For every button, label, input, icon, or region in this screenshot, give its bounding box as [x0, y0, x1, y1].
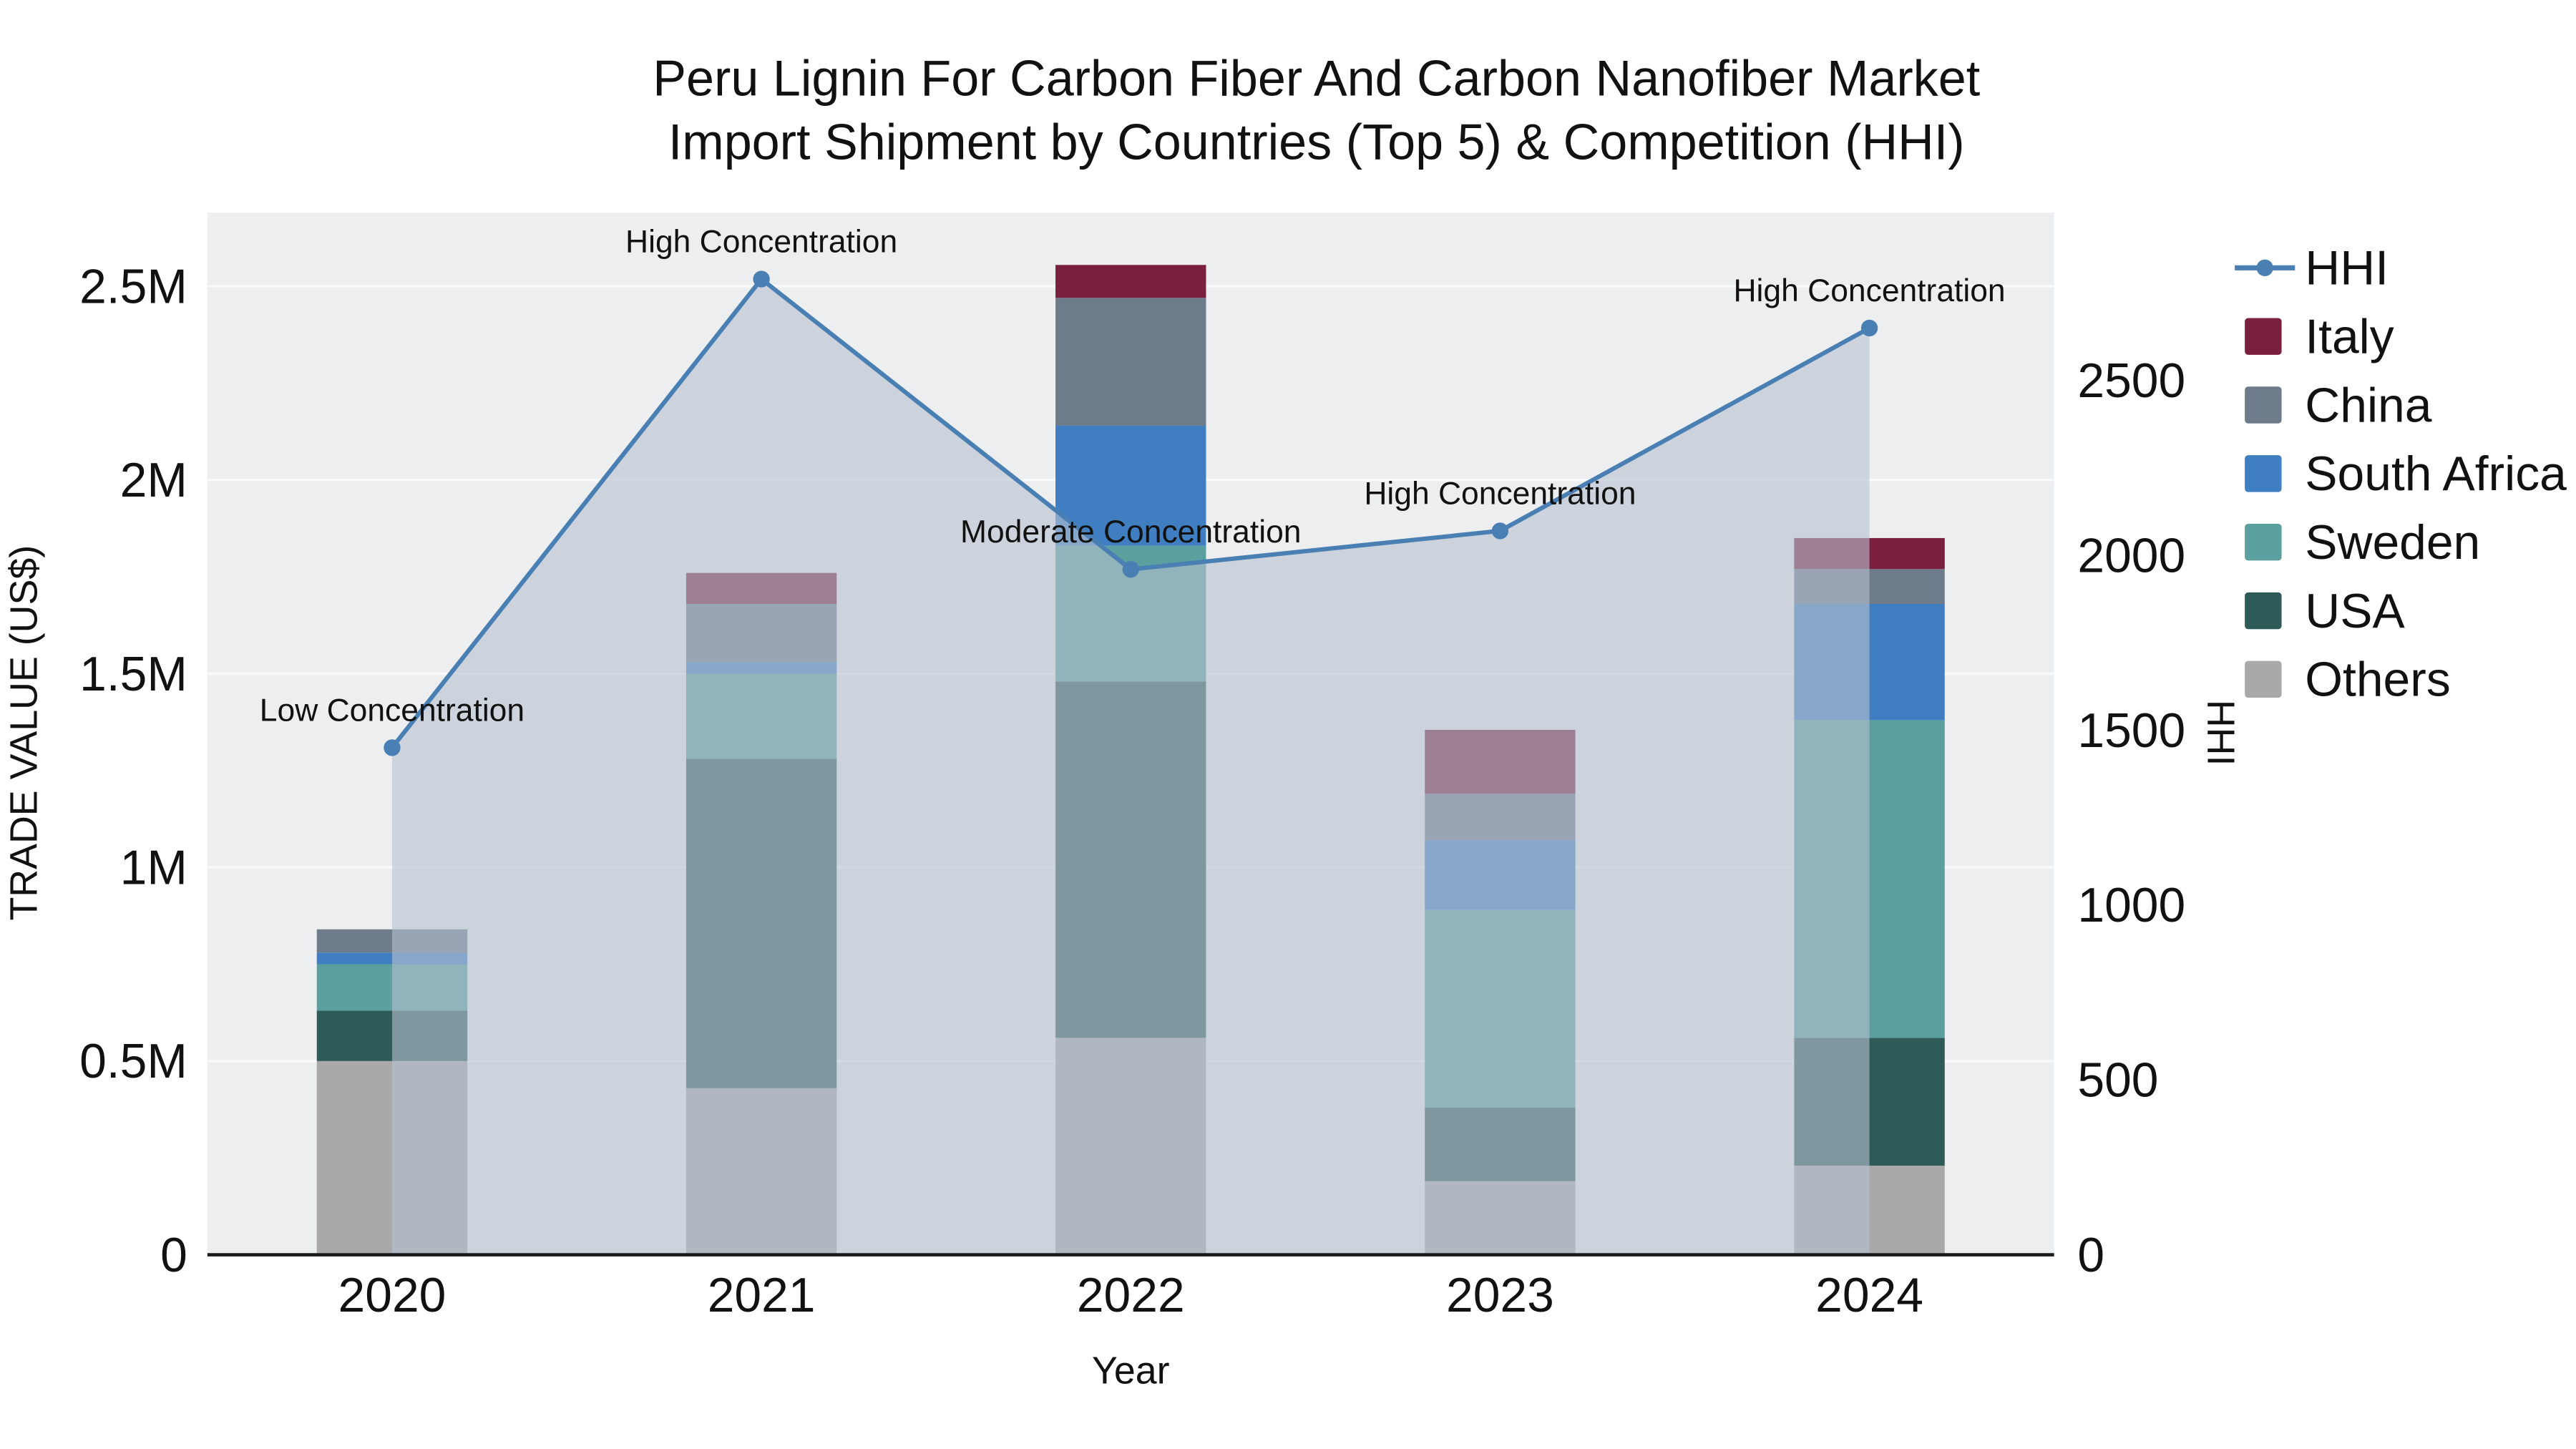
x-axis-title: Year — [1092, 1350, 1170, 1392]
bar-segment-italy-2022[interactable] — [1055, 265, 1206, 298]
y-left-tick-label: 0.5M — [79, 1035, 187, 1088]
legend-item-label: Others — [2305, 653, 2450, 707]
y-right-tick-label: 1500 — [2077, 704, 2185, 758]
legend-swatch-icon — [2245, 318, 2282, 355]
y-left-tick-label: 2M — [120, 454, 187, 507]
annotation-2024: High Concentration — [1733, 273, 2005, 308]
x-tick-label-2022: 2022 — [1077, 1269, 1185, 1322]
chart-title-line1: Peru Lignin For Carbon Fiber And Carbon … — [653, 51, 1980, 107]
y-left-tick-label: 1M — [120, 841, 187, 895]
hhi-marker-2022[interactable] — [1122, 560, 1139, 578]
legend-item-others[interactable]: Others — [2245, 653, 2451, 707]
legend-item-label: Sweden — [2305, 516, 2480, 570]
annotation-2023: High Concentration — [1364, 477, 1636, 512]
hhi-marker-2020[interactable] — [384, 739, 401, 756]
y-left-tick-label: 2.5M — [79, 260, 187, 313]
legend-item-label: USA — [2305, 585, 2405, 638]
legend-item-italy[interactable]: Italy — [2245, 311, 2394, 364]
legend-item-label: China — [2305, 379, 2431, 432]
x-tick-label-2021: 2021 — [708, 1269, 816, 1322]
legend: HHI Italy China South Africa Sweden USA Others — [2235, 242, 2567, 707]
hhi-marker-2021[interactable] — [753, 270, 770, 288]
y-right-tick-label: 2000 — [2077, 529, 2185, 582]
legend-item-hhi[interactable]: HHI — [2235, 242, 2389, 296]
x-tick-label-2020: 2020 — [338, 1269, 447, 1322]
legend-swatch-icon — [2245, 455, 2282, 492]
legend-item-south-africa[interactable]: South Africa — [2245, 447, 2567, 501]
hhi-marker-2023[interactable] — [1491, 522, 1509, 540]
hhi-marker-2024[interactable] — [1860, 319, 1878, 337]
bar-segment-south-africa-2022[interactable] — [1055, 425, 1206, 546]
legend-item-label: South Africa — [2305, 447, 2567, 501]
y-right-tick-label: 2500 — [2077, 354, 2185, 408]
hhi-area-fill — [391, 279, 1870, 1255]
y-right-tick-label: 0 — [2077, 1229, 2104, 1282]
annotation-2020: Low Concentration — [260, 693, 525, 728]
legend-item-label: Italy — [2305, 311, 2394, 364]
legend-item-sweden[interactable]: Sweden — [2245, 516, 2480, 570]
annotation-2021: High Concentration — [625, 225, 897, 260]
bar-segment-china-2022[interactable] — [1055, 298, 1206, 426]
legend-swatch-icon — [2245, 523, 2282, 561]
legend-item-china[interactable]: China — [2245, 379, 2432, 432]
y-left-tick-label: 1.5M — [79, 648, 187, 701]
y-right-tick-label: 1000 — [2077, 879, 2185, 932]
legend-swatch-icon — [2245, 386, 2282, 424]
legend-item-usa[interactable]: USA — [2245, 585, 2405, 638]
legend-swatch-icon — [2245, 660, 2282, 698]
y-left-tick-label: 0 — [160, 1229, 187, 1282]
chart-title-line2: Import Shipment by Countries (Top 5) & C… — [668, 114, 1965, 170]
y-axis-title-right: HHI — [2200, 700, 2243, 766]
legend-swatch-icon — [2245, 592, 2282, 630]
x-tick-label-2023: 2023 — [1446, 1269, 1554, 1322]
annotation-2022: Moderate Concentration — [960, 514, 1301, 550]
legend-item-label: HHI — [2305, 242, 2389, 296]
y-axis-title-left: TRADE VALUE (US$) — [2, 545, 45, 921]
legend-marker-icon — [2256, 259, 2273, 277]
x-tick-label-2024: 2024 — [1815, 1269, 1923, 1322]
plot-area: Low Concentration High Concentration Moder… — [79, 213, 2185, 1322]
y-right-tick-label: 500 — [2077, 1054, 2158, 1108]
